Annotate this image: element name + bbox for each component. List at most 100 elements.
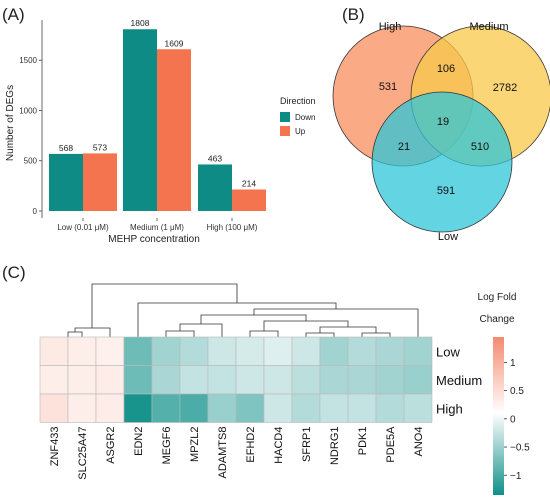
heatmap-column-labels: ZNF433 SLC25A47 ASGR2 EDN2 MEGF6 MPZL2 ADAMTS8… xyxy=(49,426,425,480)
bar-down xyxy=(198,164,232,211)
x-axis-ticks: Low (0.01 μM) Medium (1 μM) High (100 μM) xyxy=(57,218,258,232)
heatmap-column-label: ASGR2 xyxy=(105,427,117,464)
venn-set-label-high: High xyxy=(379,21,402,33)
heatmap-cell xyxy=(67,336,97,366)
heatmap-cell xyxy=(347,365,377,395)
heatmap-cell xyxy=(123,365,153,395)
heatmap-cell xyxy=(207,365,237,395)
bar-value-label: 573 xyxy=(93,142,107,152)
color-scale-tick-label: 0 xyxy=(510,414,516,425)
heatmap-column-label: EFHD2 xyxy=(245,427,257,463)
bars: 568 573 1808 1609 463 214 xyxy=(49,18,266,212)
heatmap-cell xyxy=(67,365,97,395)
dendrogram-merge-13 xyxy=(91,283,238,328)
heatmap-cell xyxy=(123,336,153,366)
heatmap-cell xyxy=(207,393,237,423)
heatmap-cells xyxy=(39,336,433,423)
venn-count-high-low: 21 xyxy=(398,141,410,153)
legend-label-up: Up xyxy=(295,127,306,136)
venn-count-medium-low: 510 xyxy=(471,141,489,153)
heatmap-cell xyxy=(375,336,405,366)
venn-count-high-only: 531 xyxy=(379,81,397,93)
heatmap-cell xyxy=(39,365,69,395)
heatmap-cell xyxy=(207,336,237,366)
heatmap-cell xyxy=(179,336,209,366)
y-tick-label: 1000 xyxy=(19,106,37,115)
dendrogram-merge-11 xyxy=(253,308,419,337)
heatmap-cell xyxy=(39,393,69,423)
y-axis-ticks: 0 500 1000 1500 xyxy=(19,56,42,216)
panel-a-label: (A) xyxy=(2,5,25,24)
y-tick-label: 1500 xyxy=(19,56,37,65)
color-scale-title-line1: Log Fold xyxy=(478,292,517,303)
dendrogram-merge-1 xyxy=(67,331,83,337)
heatmap-row-label: High xyxy=(436,401,463,416)
heatmap-column-label: MEGF6 xyxy=(161,427,173,465)
heatmap-cell xyxy=(291,336,321,366)
y-axis-title: Number of DEGs xyxy=(5,85,16,161)
bar-value-label: 1609 xyxy=(165,38,184,48)
heatmap-column-label: NDRG1 xyxy=(329,427,341,466)
bar-down xyxy=(123,29,157,212)
venn-count-low-only: 591 xyxy=(437,185,455,197)
venn-count-all: 19 xyxy=(437,116,449,128)
heatmap-cell xyxy=(403,336,433,366)
heatmap-row-label: Medium xyxy=(436,373,482,388)
heatmap-column-label: ANO4 xyxy=(413,427,425,457)
heatmap-cell xyxy=(263,393,293,423)
venn-set-label-medium: Medium xyxy=(469,21,508,33)
heatmap-cell xyxy=(403,365,433,395)
panel-c-label: (C) xyxy=(2,263,26,282)
bar-value-label: 463 xyxy=(208,153,222,163)
heatmap-cell xyxy=(151,336,181,366)
x-tick-label: High (100 μM) xyxy=(207,223,258,232)
heatmap-cell xyxy=(95,393,125,423)
heatmap-column-label: SFRP1 xyxy=(301,427,313,462)
heatmap-cell xyxy=(95,365,125,395)
heatmap-column-label: EDN2 xyxy=(133,427,145,456)
heatmap-cell xyxy=(347,336,377,366)
venn-count-medium-only: 2782 xyxy=(493,82,517,94)
legend-title: Direction xyxy=(280,96,316,106)
heatmap-cell xyxy=(291,393,321,423)
heatmap-cell xyxy=(291,365,321,395)
bar-up xyxy=(83,153,117,211)
color-scale-tick-label: −0.5 xyxy=(510,443,530,454)
color-scale-bar xyxy=(493,337,504,495)
panel-a-bar-chart: (A) Number of DEGs 0 500 1000 1500 568 573 18… xyxy=(2,5,316,245)
panel-c-heatmap: (C) Low Medium High ZNF433 SLC25A47 ASGR2 EDN… xyxy=(2,263,530,495)
heatmap-cell xyxy=(263,336,293,366)
heatmap-row-label: Low xyxy=(436,344,460,359)
dendrogram-merge-5 xyxy=(249,330,279,337)
heatmap-column-label: SLC25A47 xyxy=(77,427,89,480)
heatmap-column-label: HACD4 xyxy=(273,427,285,464)
venn-count-high-medium: 106 xyxy=(437,63,455,75)
heatmap-cell xyxy=(235,336,265,366)
heatmap-cell xyxy=(403,393,433,423)
heatmap-cell xyxy=(179,365,209,395)
bar-up xyxy=(232,189,266,211)
heatmap-cell xyxy=(319,393,349,423)
heatmap-column-label: PDK1 xyxy=(357,427,369,456)
dendrogram-merge-8 xyxy=(319,326,377,333)
bar-value-label: 1808 xyxy=(131,18,150,28)
bar-value-label: 214 xyxy=(242,178,256,188)
heatmap-cell xyxy=(179,393,209,423)
y-tick-label: 500 xyxy=(24,157,38,166)
bar-value-label: 568 xyxy=(59,143,73,153)
color-scale-ticks: 1 0.5 0 −0.5 −1 xyxy=(504,358,530,482)
dendrogram-merge-7 xyxy=(361,332,391,337)
dendrogram-merge-9 xyxy=(263,320,349,331)
heatmap-column-label: ZNF433 xyxy=(49,427,61,467)
heatmap-column-label: PDE5A xyxy=(385,426,397,463)
heatmap-cell xyxy=(39,336,69,366)
heatmap-column-label: ADAMTS8 xyxy=(217,427,229,479)
x-tick-label: Low (0.01 μM) xyxy=(57,223,109,232)
heatmap-cell xyxy=(235,365,265,395)
heatmap-cell xyxy=(375,365,405,395)
venn-set-label-low: Low xyxy=(438,231,458,243)
color-scale-legend: Log Fold Change 1 0.5 0 −0.5 −1 xyxy=(478,292,530,495)
dendrogram-merge-2 xyxy=(74,327,111,337)
venn-circle-low xyxy=(371,91,513,233)
heatmap-cell xyxy=(319,365,349,395)
